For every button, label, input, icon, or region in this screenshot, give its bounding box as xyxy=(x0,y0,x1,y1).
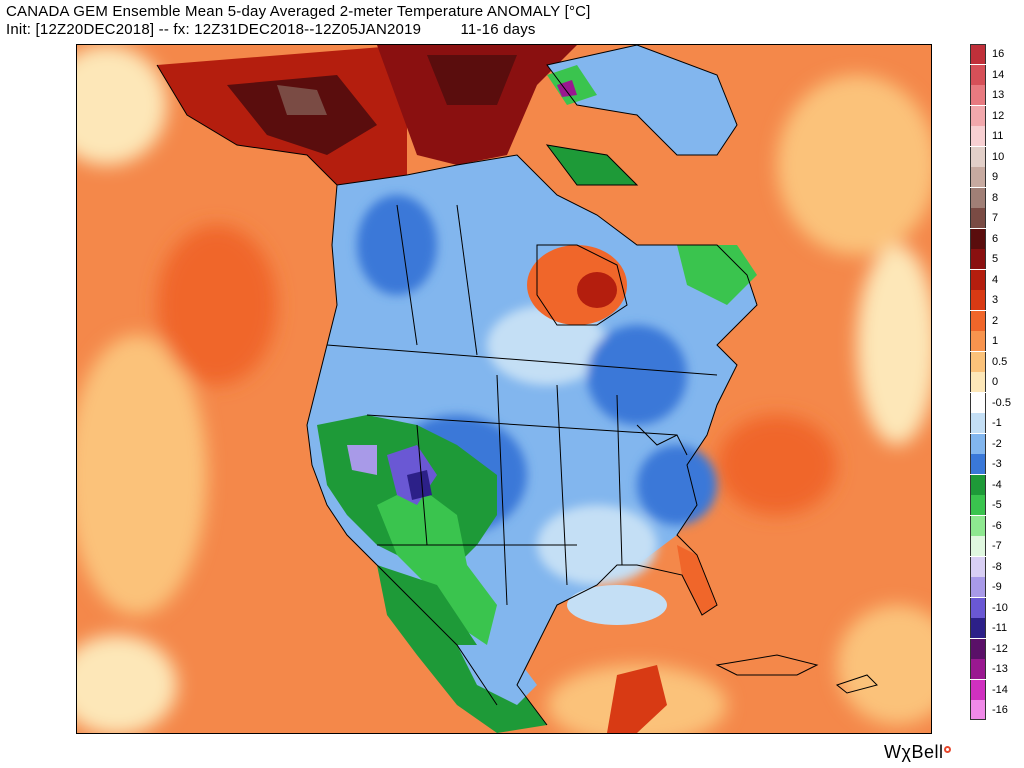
legend-swatch xyxy=(970,105,986,126)
legend-swatch xyxy=(970,577,986,597)
legend-label: -14 xyxy=(992,683,1008,696)
legend-label: -8 xyxy=(992,560,1002,573)
legend-label: -7 xyxy=(992,540,1002,552)
legend-label: 11 xyxy=(992,130,1004,142)
legend-swatch xyxy=(970,208,986,228)
legend-swatch xyxy=(970,310,986,331)
legend-swatch xyxy=(970,290,986,310)
legend-label: 5 xyxy=(992,253,999,265)
legend-swatch xyxy=(970,556,986,577)
anomaly-map xyxy=(76,44,932,734)
color-scale-legend: 16 14 13 12 11 10 9 8 7 6 5 4 3 2 1 0.5 0 -0.5 -1 -2 -3 -4 -5 -… xyxy=(970,44,1020,722)
legend-label: 12 xyxy=(992,109,1005,122)
legend-label: 2 xyxy=(992,314,999,327)
legend-swatch xyxy=(970,700,986,720)
legend-label: -9 xyxy=(992,581,1002,593)
legend-swatch xyxy=(970,659,986,679)
legend-swatch xyxy=(970,413,986,433)
legend-label: 7 xyxy=(992,212,999,224)
legend-label: 10 xyxy=(992,150,1005,163)
legend-label: 14 xyxy=(992,68,1005,81)
legend-label: -12 xyxy=(992,642,1008,655)
legend-label: 1 xyxy=(992,335,999,347)
legend-label: -5 xyxy=(992,499,1002,511)
logo-dot-icon xyxy=(944,746,952,753)
legend-label: -16 xyxy=(992,704,1008,716)
legend-swatch xyxy=(970,228,986,249)
wxbell-logo-text: WχBell xyxy=(884,742,944,762)
legend-label: -11 xyxy=(992,622,1008,634)
anomaly-map-svg xyxy=(77,45,931,733)
legend-swatch xyxy=(970,515,986,536)
legend-swatch xyxy=(970,597,986,618)
legend-swatch xyxy=(970,495,986,515)
legend-swatch xyxy=(970,638,986,659)
legend-label: 9 xyxy=(992,171,999,183)
map-subtitle: Init: [12Z20DEC2018] -- fx: 12Z31DEC2018… xyxy=(6,21,536,38)
legend-swatch xyxy=(970,372,986,392)
legend-swatch xyxy=(970,85,986,105)
legend-label: 4 xyxy=(992,273,999,286)
legend-swatch xyxy=(970,618,986,638)
legend-swatch xyxy=(970,187,986,208)
political-borders xyxy=(156,45,878,726)
legend-label: -1 xyxy=(992,417,1002,429)
map-title: CANADA GEM Ensemble Mean 5-day Averaged … xyxy=(6,3,591,20)
legend-swatch xyxy=(970,679,986,700)
legend-label: 13 xyxy=(992,89,1005,101)
legend-label: 6 xyxy=(992,232,999,245)
legend-label: 0 xyxy=(992,376,999,388)
legend-label: -3 xyxy=(992,458,1002,470)
legend-label: -6 xyxy=(992,519,1002,532)
legend-swatch xyxy=(970,167,986,187)
legend-label: -10 xyxy=(992,601,1008,614)
legend-swatch xyxy=(970,249,986,269)
legend-label: -0.5 xyxy=(992,396,1011,409)
land-anomaly-field xyxy=(157,45,757,733)
wxbell-logo: WχBell xyxy=(884,742,952,763)
legend-label: -4 xyxy=(992,478,1002,491)
legend-label: 3 xyxy=(992,294,999,306)
legend-swatch xyxy=(970,64,986,85)
legend-label: 16 xyxy=(992,48,1005,60)
legend-swatch xyxy=(970,392,986,413)
legend-swatch xyxy=(970,126,986,146)
legend-swatch xyxy=(970,454,986,474)
ocean-anomaly-field xyxy=(77,45,931,733)
legend-swatch xyxy=(970,269,986,290)
legend-swatch xyxy=(970,536,986,556)
legend-label: 0.5 xyxy=(992,355,1008,368)
legend-swatch xyxy=(970,44,986,64)
legend-swatch xyxy=(970,474,986,495)
legend-label: -13 xyxy=(992,663,1008,675)
legend-swatch xyxy=(970,146,986,167)
legend-swatch xyxy=(970,351,986,372)
legend-label: 8 xyxy=(992,191,999,204)
legend-swatch xyxy=(970,433,986,454)
legend-label: -2 xyxy=(992,437,1002,450)
legend-swatch xyxy=(970,331,986,351)
